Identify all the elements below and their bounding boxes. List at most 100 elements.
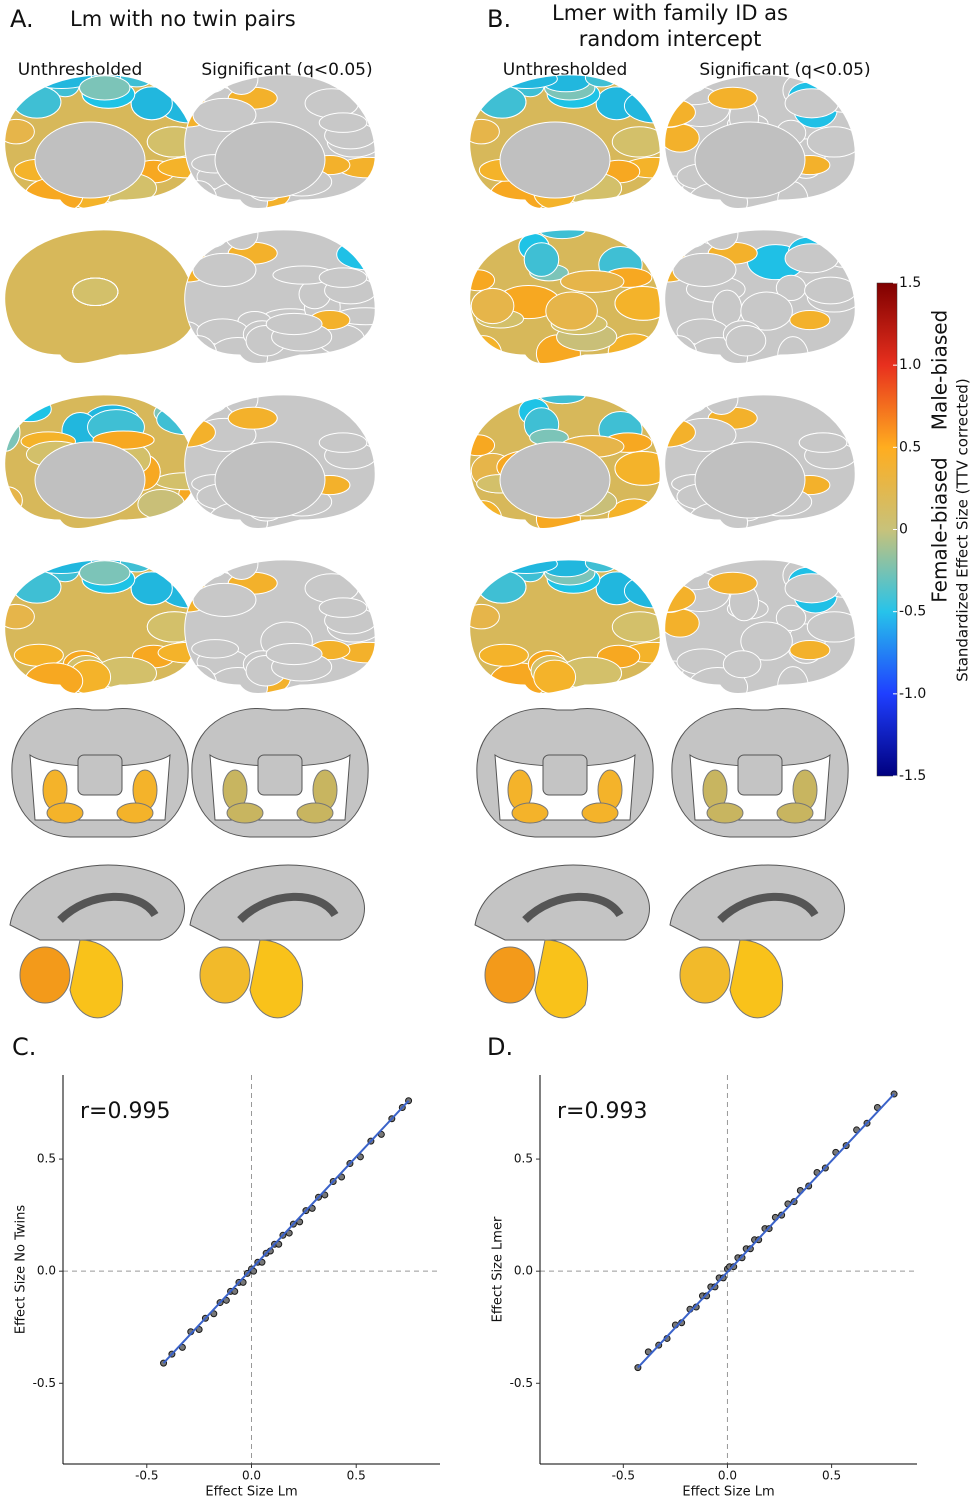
parcel [740,621,793,661]
cortex-outline [184,74,376,209]
brainstem [249,939,304,1019]
corpus-callosum [717,892,819,923]
panel-letter: D. [487,1033,513,1061]
medial-wall [694,441,806,519]
parcel [184,559,227,579]
parcel [666,74,698,91]
cortex-outline [664,394,856,529]
corpus-callosum [522,892,624,923]
parcel [560,270,625,293]
parcel [784,88,839,119]
y-tick-label: -0.5 [33,1376,56,1390]
panel-letter: C. [12,1033,36,1061]
y-tick-label: 0.0 [37,1264,56,1278]
panel-letter: A. [10,5,34,33]
panel-title: Lm with no twin pairs [70,7,296,31]
x-tick-label: -0.5 [135,1469,158,1483]
parcel [611,611,661,643]
cerebellum [199,946,251,1004]
parcel [184,665,218,694]
brain-maps [4,74,856,1019]
x-tick-label: 0.5 [347,1469,366,1483]
parcel [666,394,698,411]
cortex [4,394,196,529]
annotation: r=0.993 [557,1099,647,1124]
parcel [725,324,767,357]
hippocampus [296,802,334,824]
y-axis-label: Effect Size Lmer [491,1216,506,1322]
parcel [469,434,496,457]
cortex [184,229,376,364]
cortex [664,394,856,529]
parcel [130,86,173,121]
parcel [614,285,661,321]
parcel [722,650,762,679]
x-axis-label: Effect Size Lm [682,1485,774,1500]
panel-title: Lmer with family ID as [552,1,788,25]
parcel [186,394,218,411]
cortex [469,229,661,364]
panel-letter: B. [487,5,511,33]
parcel [704,229,739,250]
parcel [469,269,496,292]
cortex [469,559,661,694]
cortex-outline [664,74,856,209]
hippocampus [581,802,619,824]
parcel [469,229,508,241]
parcel [184,180,218,209]
parcel [186,559,218,576]
parcel [318,267,368,288]
colorbar-label: Standardized Effect Size (TTV corrected) [954,378,972,681]
parcel [469,394,508,406]
parcel [495,559,558,575]
parcel [610,349,661,364]
parcel [666,229,698,246]
parcel [611,126,661,158]
x-tick-label: -0.5 [612,1469,635,1483]
colorbar-tick-label: -1.0 [899,686,926,702]
cortex [469,394,661,529]
brainstem [729,939,784,1019]
colorbar-tick-label: -1.5 [899,768,926,784]
hippocampus [776,802,814,824]
cortex-outline [469,559,661,694]
parcel [184,394,227,414]
medial-wall [694,121,806,199]
thalamus [542,754,588,796]
column-label: Significant (q<0.05) [699,60,870,80]
corpus-callosum [237,892,339,923]
parcel [533,659,577,694]
cortex [664,559,856,694]
cortex-outline [469,74,661,209]
parcel [707,86,758,110]
medial-wall [214,441,326,519]
x-tick-label: 0.0 [718,1469,737,1483]
parcel [664,394,707,414]
parcel [227,406,278,430]
hippocampus [46,802,84,824]
parcel [664,335,698,364]
parcel [777,336,809,364]
cortex [184,559,376,694]
parcel [614,450,661,486]
colorbar-tick-label: -0.5 [899,604,926,620]
thalamus [737,754,783,796]
parcel [469,500,503,529]
cortex-outline [184,394,376,529]
parcel [184,229,227,249]
parcel [318,112,368,133]
parcel [184,335,218,364]
y-tick-label: -0.5 [510,1376,533,1390]
parcel [469,335,503,364]
fit-line [637,1093,895,1369]
colorbar-top-label: Male-biased [928,310,952,431]
parcel [72,277,119,306]
parcel [664,559,707,579]
parcel [478,643,529,667]
parcel [804,276,856,305]
hippocampus [116,802,154,824]
parcel [469,603,500,630]
parcel [806,126,856,158]
cortex [184,394,376,529]
parcel [523,242,560,277]
